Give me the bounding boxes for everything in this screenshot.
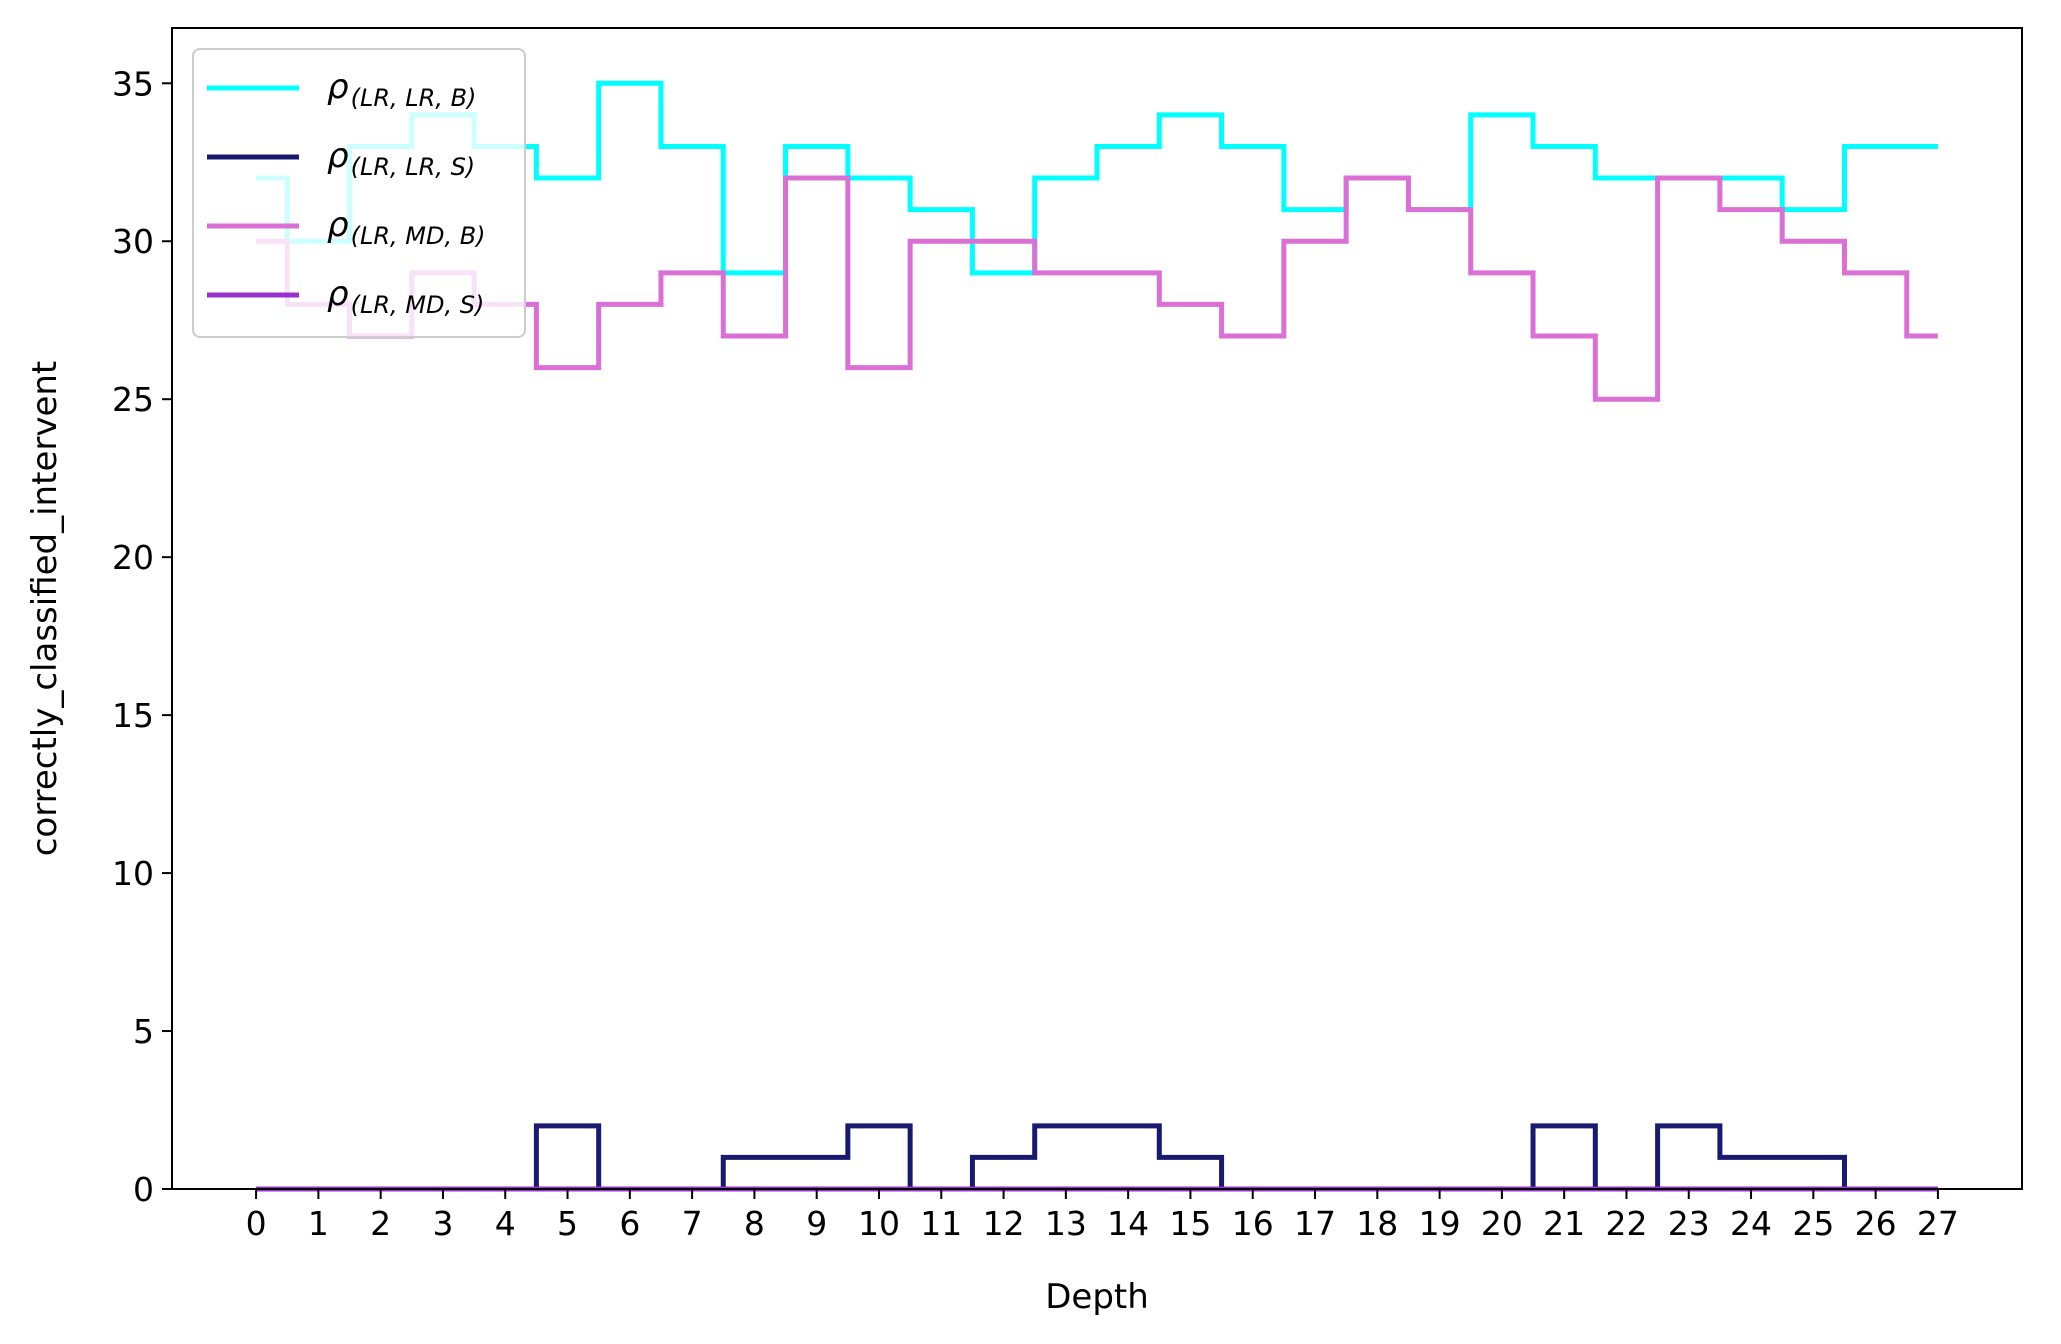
x-tick-label: 18 xyxy=(1356,1204,1398,1243)
x-tick-label: 20 xyxy=(1481,1204,1523,1243)
x-tick-label: 17 xyxy=(1294,1204,1336,1243)
x-tick-label: 23 xyxy=(1668,1204,1710,1243)
x-axis: 0 1 2 3 4 5 6 7 8 9 10 11 12 13 14 15 16 17 18 19 20 21 22 23 24… xyxy=(246,1189,1959,1243)
x-tick-label: 16 xyxy=(1232,1204,1274,1243)
x-tick-label: 27 xyxy=(1917,1204,1959,1243)
x-tick-label: 11 xyxy=(920,1204,962,1243)
x-tick-label: 6 xyxy=(619,1204,640,1243)
y-tick-label: 35 xyxy=(112,64,154,103)
x-tick-label: 25 xyxy=(1792,1204,1834,1243)
x-tick-label: 26 xyxy=(1855,1204,1897,1243)
series-line-2 xyxy=(256,1123,1938,1192)
y-tick-label: 10 xyxy=(112,854,154,893)
x-tick-label: 13 xyxy=(1045,1204,1087,1243)
x-tick-label: 4 xyxy=(495,1204,516,1243)
legend: ρ(LR, LR, B) ρ(LR, LR, S) ρ(LR, MD, B) ρ(LR… xyxy=(192,48,526,338)
y-axis: 0 5 10 15 20 25 30 35 xyxy=(112,64,172,1209)
legend-label: ρ(LR, MD, S) xyxy=(327,274,484,319)
y-tick-label: 15 xyxy=(112,696,154,735)
y-tick-label: 20 xyxy=(112,538,154,577)
x-tick-label: 0 xyxy=(246,1204,267,1243)
x-tick-label: 21 xyxy=(1543,1204,1585,1243)
x-axis-label: Depth xyxy=(1045,1277,1149,1317)
y-tick-label: 5 xyxy=(133,1012,154,1051)
x-tick-label: 22 xyxy=(1605,1204,1647,1243)
y-tick-label: 0 xyxy=(133,1170,154,1209)
x-tick-label: 8 xyxy=(744,1204,765,1243)
x-tick-label: 7 xyxy=(682,1204,703,1243)
y-tick-label: 25 xyxy=(112,380,154,419)
x-tick-label: 14 xyxy=(1107,1204,1149,1243)
x-tick-label: 5 xyxy=(557,1204,578,1243)
x-tick-label: 15 xyxy=(1169,1204,1211,1243)
x-tick-label: 1 xyxy=(308,1204,329,1243)
x-tick-label: 19 xyxy=(1419,1204,1461,1243)
x-tick-label: 2 xyxy=(370,1204,391,1243)
legend-label: ρ(LR, LR, S) xyxy=(327,136,475,181)
plot-frame xyxy=(171,27,2023,1190)
x-tick-label: 10 xyxy=(858,1204,900,1243)
x-tick-label: 9 xyxy=(806,1204,827,1243)
legend-box xyxy=(192,48,526,338)
series-line-3 xyxy=(256,175,1938,402)
y-tick-label: 30 xyxy=(112,222,154,261)
x-tick-label: 3 xyxy=(432,1204,453,1243)
legend-label: ρ(LR, MD, B) xyxy=(327,205,486,250)
legend-label: ρ(LR, LR, B) xyxy=(327,67,476,112)
x-tick-label: 12 xyxy=(983,1204,1025,1243)
y-axis-label: correctly_classified_intervent xyxy=(25,361,65,857)
x-tick-label: 24 xyxy=(1730,1204,1772,1243)
